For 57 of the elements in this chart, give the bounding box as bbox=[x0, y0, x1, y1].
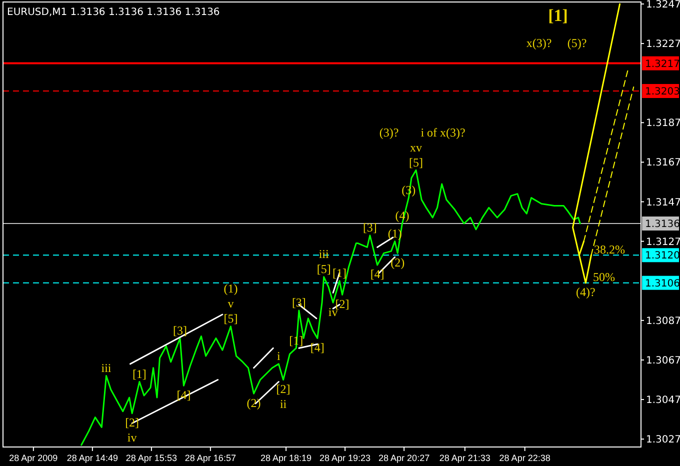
annotation: [4] bbox=[370, 267, 384, 282]
annotation: [3] bbox=[362, 220, 377, 235]
ref-line-label: 1.3203 bbox=[645, 86, 680, 98]
x-tick-label: 28 Apr 19:23 bbox=[320, 453, 371, 463]
annotation: 38.2% bbox=[594, 242, 625, 256]
x-tick-label: 28 Apr 2009 bbox=[9, 453, 58, 463]
annotation: i bbox=[276, 349, 281, 364]
y-tick-label: 1.3247 bbox=[646, 0, 680, 10]
annotation: [3] bbox=[292, 296, 306, 310]
annotation: [1] bbox=[332, 266, 347, 280]
annotation: iv bbox=[328, 304, 338, 319]
annotation: [4] bbox=[310, 340, 324, 354]
annotation: [1] bbox=[548, 6, 568, 25]
annotation: v bbox=[228, 296, 234, 311]
y-tick-label: 1.3167 bbox=[646, 158, 680, 169]
annotation: (4)? bbox=[576, 285, 596, 300]
x-tick-label: 28 Apr 18:19 bbox=[260, 453, 312, 463]
ref-line-label: 1.3106 bbox=[645, 278, 680, 290]
ref-line-label: 1.3136 bbox=[645, 219, 680, 230]
ref-line-label: 1.3217 bbox=[645, 58, 680, 70]
annotation: iv bbox=[127, 430, 137, 445]
x-tick-label: 28 Apr 21:33 bbox=[439, 453, 490, 463]
y-tick-label: 1.3187 bbox=[646, 118, 680, 130]
annotation: [1] bbox=[132, 366, 146, 381]
x-tick-label: 28 Apr 22:38 bbox=[499, 453, 550, 463]
annotation: [2] bbox=[276, 382, 290, 396]
annotation: (2) bbox=[390, 255, 405, 270]
x-tick-label: 28 Apr 20:27 bbox=[378, 453, 430, 463]
annotation: [2] bbox=[125, 416, 140, 430]
annotation: iii bbox=[101, 361, 112, 375]
annotation: [5] bbox=[316, 262, 331, 276]
annotation: xv bbox=[410, 140, 422, 154]
ref-line-label: 1.3120 bbox=[645, 250, 680, 262]
y-tick-label: 1.3047 bbox=[646, 395, 680, 406]
annotation: x(3)? bbox=[526, 36, 552, 50]
annotation: (5)? bbox=[567, 36, 587, 50]
annotation: [5] bbox=[224, 312, 238, 326]
annotation: (2) bbox=[246, 396, 261, 410]
text: EURUSD,M1 1.3136 1.3136 1.3136 1.3136 bbox=[7, 7, 220, 18]
annotation: ii bbox=[280, 396, 288, 411]
y-tick-label: 1.3027 bbox=[646, 434, 680, 446]
y-tick-label: 1.3147 bbox=[646, 197, 680, 208]
annotation: (3)? bbox=[379, 125, 399, 140]
x-tick-label: 28 Apr 14:49 bbox=[66, 453, 118, 463]
y-tick-label: 1.3127 bbox=[646, 236, 680, 248]
annotation: i of x(3)? bbox=[420, 125, 466, 140]
y-tick-label: 1.3227 bbox=[646, 39, 680, 50]
x-tick-label: 28 Apr 15:53 bbox=[126, 453, 177, 463]
annotation: [2] bbox=[335, 296, 350, 311]
x-tick-label: 28 Apr 16:57 bbox=[184, 453, 236, 463]
annotation: [5] bbox=[409, 155, 424, 170]
annotation: iii bbox=[318, 247, 330, 262]
y-tick-label: 1.3067 bbox=[646, 355, 680, 366]
annotation: (1) bbox=[224, 282, 238, 296]
annotation: [3] bbox=[173, 323, 188, 338]
y-tick-label: 1.3087 bbox=[646, 316, 680, 327]
annotation: 50% bbox=[593, 270, 616, 284]
